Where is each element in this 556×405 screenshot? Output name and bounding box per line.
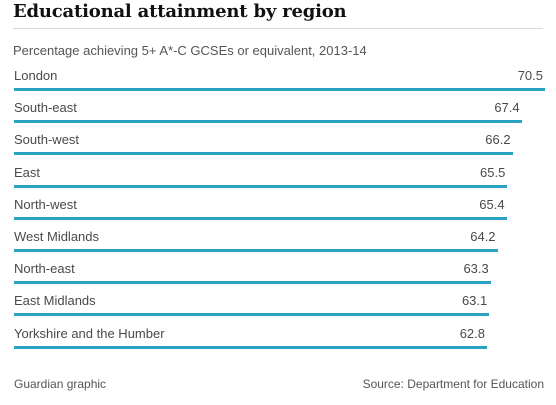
bar-value-label: 65.5: [480, 164, 506, 180]
bar-label: South-east: [14, 100, 77, 116]
bar-value-label: 62.8: [459, 325, 485, 341]
bar-label: North-west: [14, 196, 77, 212]
chart-subtitle: Percentage achieving 5+ A*-C GCSEs or eq…: [13, 43, 367, 58]
bar: [14, 120, 522, 124]
bar: [14, 249, 498, 252]
bar: [14, 88, 545, 91]
bar-label: West Midlands: [14, 229, 100, 244]
bar-label: South-west: [14, 132, 80, 148]
bar-value-label: 67.4: [494, 100, 520, 116]
bar: [14, 281, 491, 285]
title-divider: [13, 28, 543, 29]
chart-title: Educational attainment by region: [13, 1, 347, 22]
credit-text: Guardian graphic: [14, 377, 107, 391]
bar: [14, 313, 490, 317]
bar-label: North-east: [14, 261, 75, 277]
bar: [14, 345, 487, 349]
bar-label: East Midlands: [14, 293, 96, 309]
bar-value-label: 70.5: [517, 68, 543, 83]
bar-value-label: 66.2: [485, 132, 511, 148]
source-text: Source: Department for Education: [362, 377, 544, 391]
bar-label: London: [14, 68, 58, 83]
bar-value-label: 65.4: [479, 196, 505, 212]
bar: [14, 216, 507, 220]
bar: [14, 184, 508, 188]
bar-value-label: 64.2: [470, 229, 496, 244]
bar-label: Yorkshire and the Humber: [14, 325, 165, 341]
bar-value-label: 63.3: [463, 261, 489, 277]
bar-label: East: [14, 164, 41, 180]
bar: [14, 152, 513, 156]
bar-value-label: 63.1: [461, 293, 488, 309]
